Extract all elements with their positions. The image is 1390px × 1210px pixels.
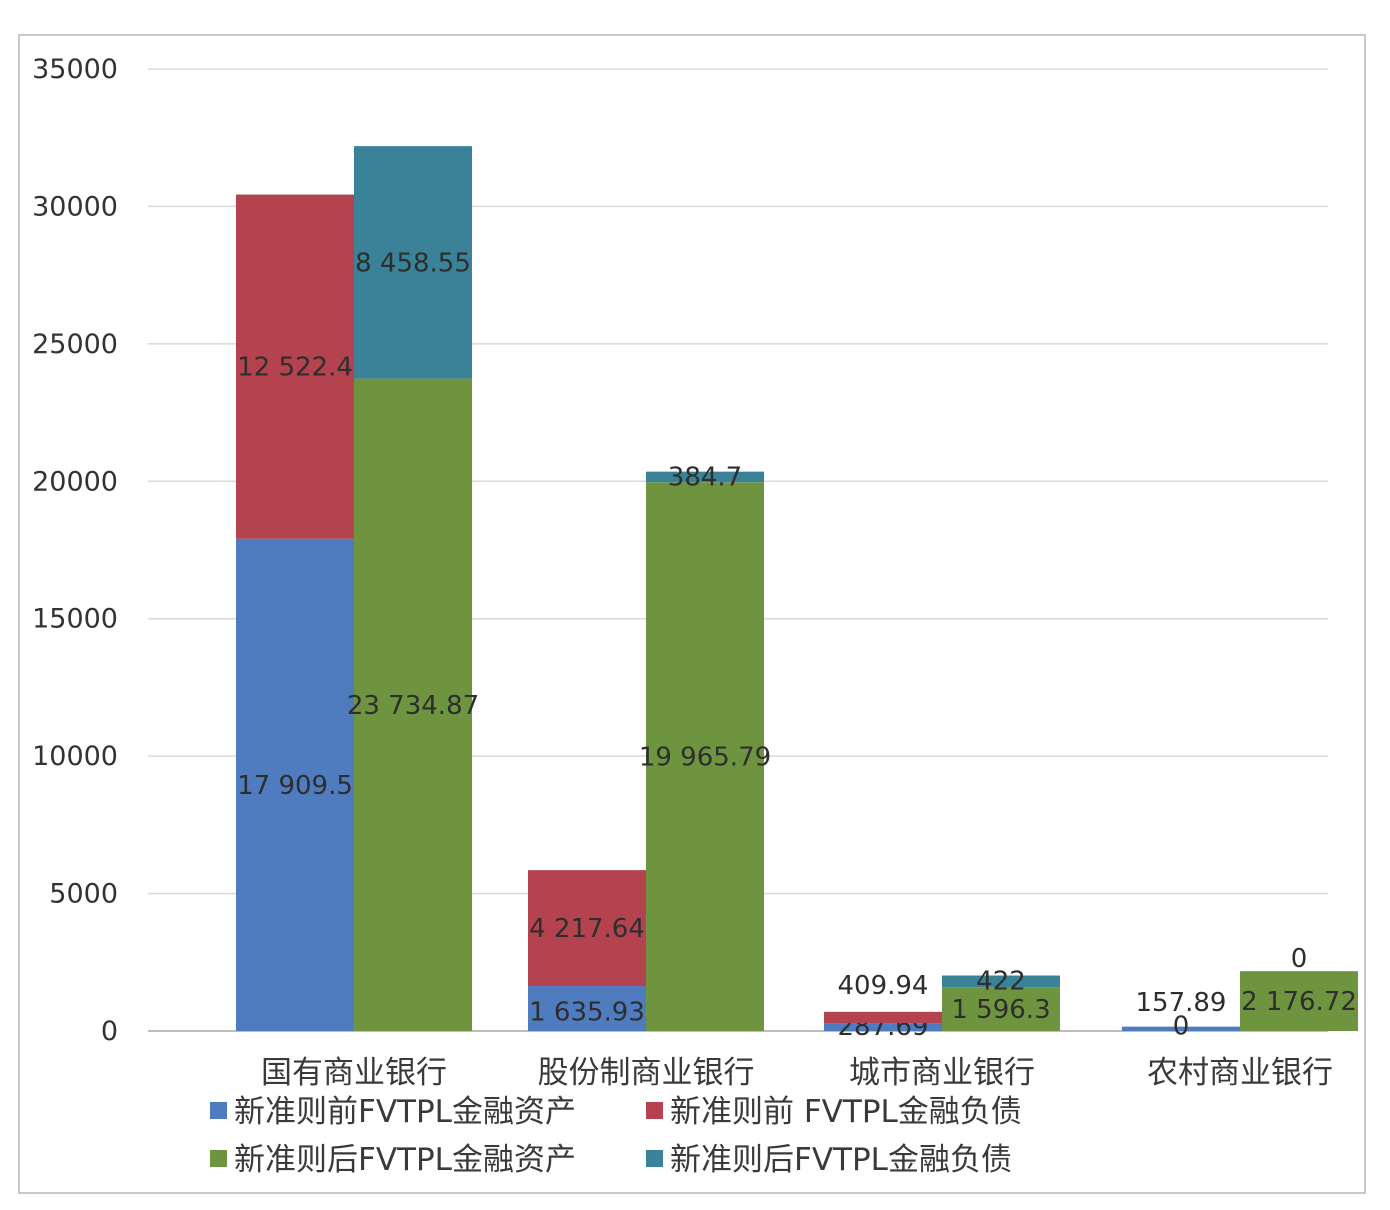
x-category-label: 国有商业银行 — [261, 1055, 447, 1091]
legend-label: 新准则前FVTPL金融资产 — [234, 1094, 576, 1130]
data-label: 2 176.72 — [1241, 987, 1357, 1017]
y-tick-label: 25000 — [32, 329, 118, 360]
x-category-label: 股份制商业银行 — [538, 1055, 755, 1091]
bar-before_liabilities — [236, 194, 354, 539]
bar-after_liabilities — [942, 975, 1060, 988]
legend-swatch — [646, 1102, 663, 1119]
bar-after_liabilities — [354, 146, 472, 379]
bar-before_assets — [824, 1023, 942, 1031]
data-label: 19 965.79 — [639, 743, 771, 773]
y-tick-label: 15000 — [32, 604, 118, 635]
data-label: 409.94 — [838, 971, 929, 1001]
bar-before_assets — [1122, 1026, 1240, 1031]
data-label: 1 596.3 — [951, 995, 1050, 1025]
legend-label: 新准则前 FVTPL金融负债 — [670, 1094, 1022, 1130]
y-tick-label: 30000 — [32, 191, 118, 222]
data-label: 422 — [976, 967, 1026, 997]
y-tick-label: 10000 — [32, 741, 118, 772]
data-label: 1 635.93 — [529, 998, 645, 1028]
y-tick-label: 35000 — [32, 54, 118, 85]
data-label: 0 — [1291, 944, 1308, 974]
x-category-label: 农村商业银行 — [1147, 1055, 1333, 1091]
data-label: 17 909.5 — [237, 771, 353, 801]
data-label: 8 458.55 — [355, 248, 471, 278]
legend-swatch — [210, 1150, 227, 1167]
data-label: 4 217.64 — [529, 914, 645, 944]
data-label: 0 — [1173, 1012, 1190, 1042]
y-tick-label: 20000 — [32, 466, 118, 497]
bar-after_assets — [942, 987, 1060, 1031]
bar-after_assets — [646, 482, 764, 1031]
bar-before_assets — [236, 538, 354, 1031]
bar-before_liabilities — [824, 1011, 942, 1024]
legend-swatch — [210, 1102, 227, 1119]
legend-swatch — [646, 1150, 663, 1167]
bar-after_assets — [1240, 971, 1358, 1031]
legend-label: 新准则后FVTPL金融负债 — [670, 1142, 1012, 1178]
bar-after_liabilities — [646, 471, 764, 483]
data-label: 12 522.4 — [237, 353, 353, 383]
bar-before_assets — [528, 986, 646, 1031]
data-label: 157.89 — [1136, 988, 1227, 1018]
x-category-label: 城市商业银行 — [849, 1055, 1035, 1091]
bar-after_assets — [354, 378, 472, 1032]
legend-label: 新准则后FVTPL金融资产 — [234, 1142, 576, 1178]
y-tick-label: 0 — [101, 1016, 118, 1047]
y-tick-label: 5000 — [49, 879, 118, 910]
bar-before_liabilities — [528, 870, 646, 987]
data-label: 384.7 — [668, 463, 742, 493]
data-label: 23 734.87 — [347, 691, 479, 721]
